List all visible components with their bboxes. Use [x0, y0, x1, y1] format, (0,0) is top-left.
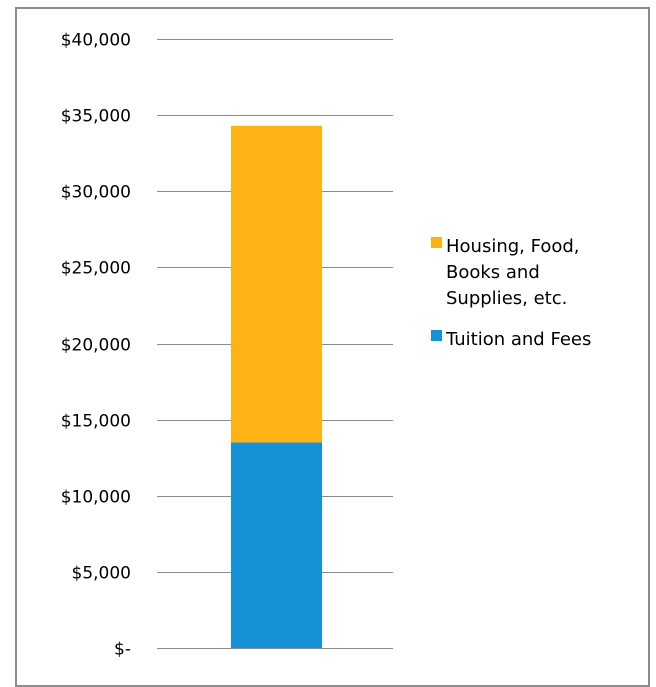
y-tick-label: $35,000 — [61, 107, 131, 127]
legend-label: Supplies, etc. — [446, 288, 567, 309]
legend-label: Tuition and Fees — [445, 329, 591, 350]
bar-segment-tuition-and-fees — [231, 442, 322, 648]
y-tick-label: $20,000 — [61, 336, 131, 356]
legend-swatch — [431, 330, 442, 341]
y-axis-tick-labels: $- $5,000 $10,000 $15,000 $20,000 $25,000 $30,… — [61, 31, 131, 660]
bars — [231, 125, 322, 648]
y-tick-label: $25,000 — [61, 259, 131, 279]
y-tick-label: $- — [114, 640, 131, 660]
legend-entry: Housing, Food, Books and Supplies, etc. — [431, 236, 580, 309]
legend-swatch — [431, 237, 442, 248]
chart-frame — [15, 7, 650, 687]
legend-label: Housing, Food, — [446, 236, 580, 257]
legend-entry: Tuition and Fees — [431, 329, 591, 350]
bar-segment-housing-food-books-and-supplies-etc — [231, 125, 322, 443]
legend-label: Books and — [446, 262, 540, 283]
y-tick-label: $5,000 — [72, 564, 131, 584]
y-tick-label: $40,000 — [61, 31, 131, 51]
y-tick-label: $15,000 — [61, 412, 131, 432]
y-tick-label: $10,000 — [61, 488, 131, 508]
y-tick-label: $30,000 — [61, 183, 131, 203]
legend: Housing, Food, Books and Supplies, etc. Tui… — [431, 236, 591, 350]
